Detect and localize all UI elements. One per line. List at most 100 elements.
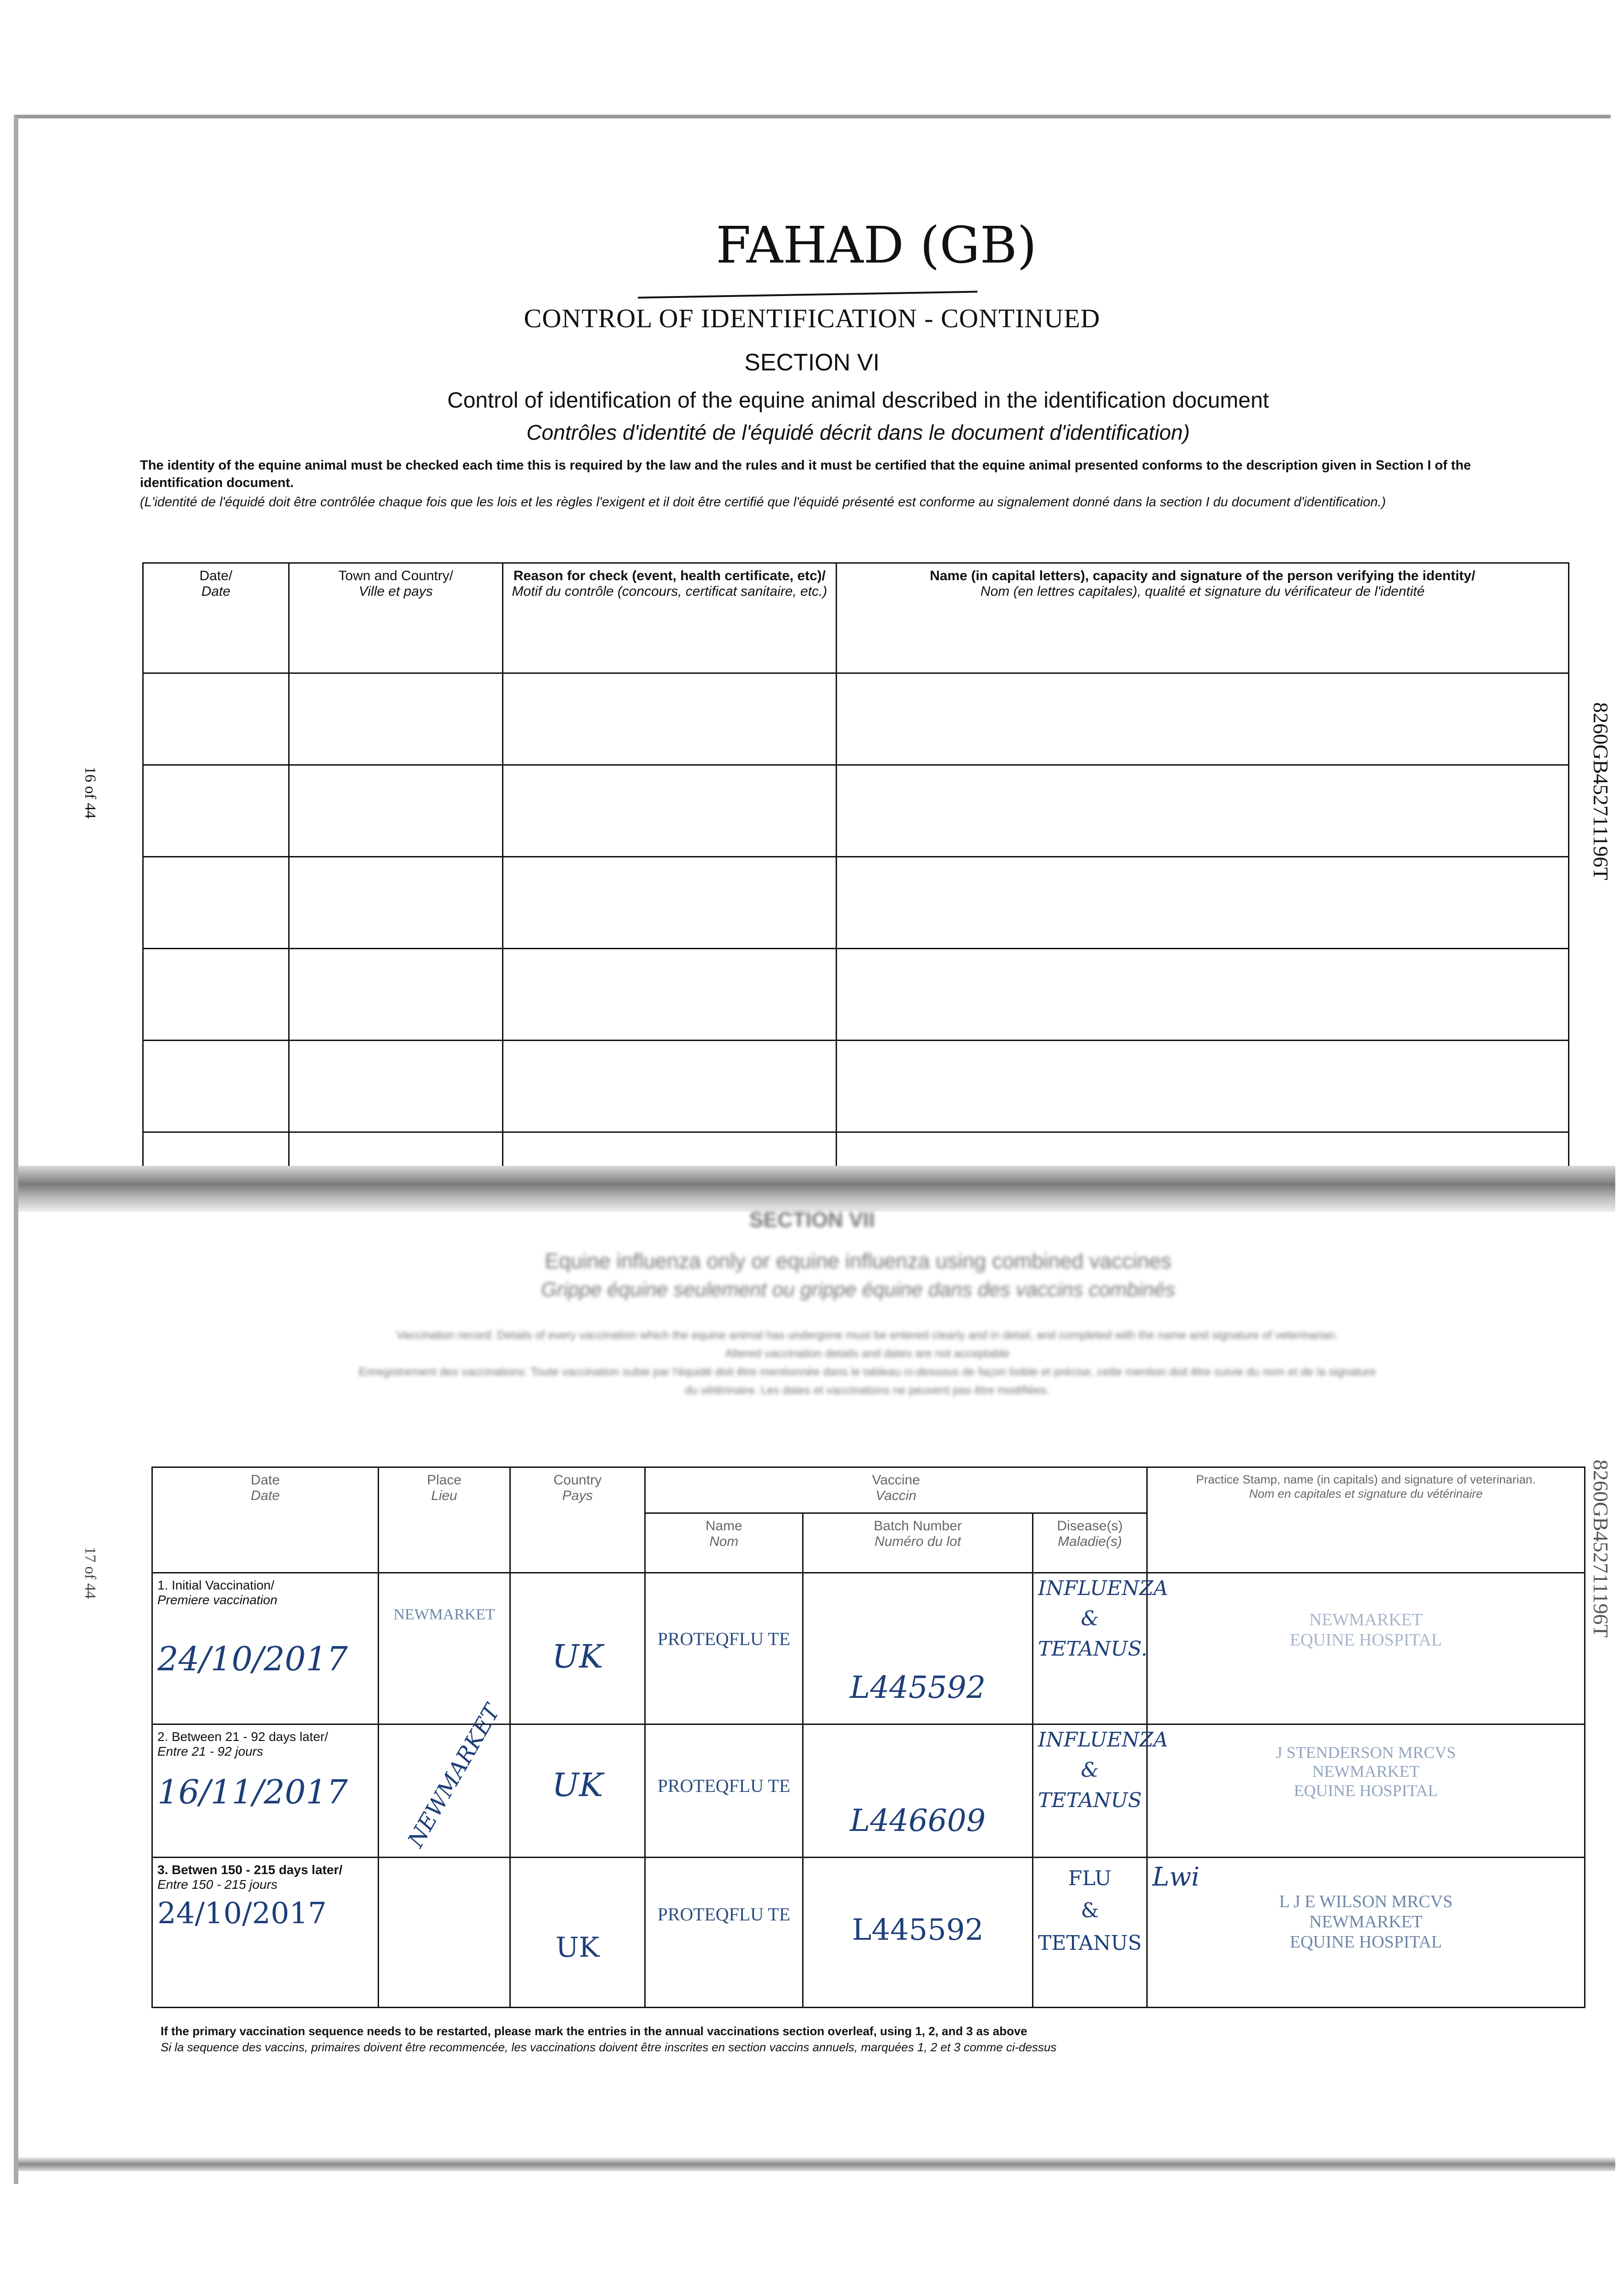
stamp-line: J STENDERSON MRCVS [1276, 1743, 1456, 1762]
section-title: SECTION VI [744, 349, 880, 376]
cell[interactable] [142, 1040, 290, 1133]
row-cell-disease[interactable]: FLU & TETANUS [1032, 1857, 1148, 2008]
cell[interactable] [836, 948, 1569, 1041]
col-country: Country Pays [509, 1467, 646, 1573]
col-reason-fr: Motif du contrôle (concours, certificat … [512, 584, 827, 599]
cell[interactable] [836, 672, 1569, 766]
handwritten-country: UK [555, 1931, 600, 1964]
row-label-en: 2. Between 21 - 92 days later/ [157, 1730, 328, 1744]
section-vii-title: SECTION VII [749, 1208, 875, 1231]
vaccination-row-2: 2. Between 21 - 92 days later/Entre 21 -… [151, 1700, 1585, 1858]
col-verifier-en: Name (in capital letters), capacity and … [930, 568, 1475, 583]
row-cell-stamp[interactable]: NEWMARKET EQUINE HOSPITAL [1146, 1572, 1585, 1725]
row-cell-batch[interactable]: L446609 [802, 1724, 1033, 1858]
section-vii-heading-fr: Grippe équine seulement ou grippe équine… [541, 1278, 1175, 1301]
cell[interactable] [142, 948, 290, 1041]
stamp-line: EQUINE HOSPITAL [1289, 1630, 1442, 1650]
cell[interactable] [288, 764, 503, 857]
row-cell-country[interactable]: UK [509, 1724, 646, 1858]
vaccination-intro-fr-2: du vétérinaire. Les dates et vaccination… [685, 1384, 1050, 1397]
disease-line: & [1081, 1758, 1099, 1782]
col-disease-fr: Maladie(s) [1057, 1534, 1122, 1549]
cell[interactable] [288, 672, 503, 766]
row-cell-stamp[interactable]: Lwi L J E WILSON MRCVS NEWMARKET EQUINE HOS… [1146, 1857, 1585, 2008]
page-number-bottom: 17 of 44 [82, 1547, 99, 1599]
cell[interactable] [502, 856, 837, 949]
col-town: Town and Country/Ville et pays [288, 562, 503, 674]
row-cell-disease[interactable]: INFLUENZA & TETANUS [1032, 1724, 1168, 1858]
row-cell-vaccine[interactable]: PROTEQFLU TE [644, 1857, 804, 2008]
col-country-en: Country [553, 1472, 602, 1488]
cell[interactable] [836, 856, 1569, 949]
handwritten-place: NEWMARKET [402, 1700, 505, 1852]
cell[interactable] [836, 764, 1569, 857]
vet-signature: Lwi [1152, 1862, 1200, 1892]
document-id-top: 8260GB452711196T [1589, 702, 1613, 880]
handwritten-country: UK [552, 1766, 603, 1804]
handwritten-horse-name: FAHAD (GB) [716, 216, 1037, 274]
page-number-top: 16 of 44 [82, 767, 99, 819]
cell[interactable] [836, 1040, 1569, 1133]
col-date: Date/Date [142, 562, 290, 674]
row-cell-vaccine[interactable]: PROTEQFLU TE [644, 1572, 804, 1725]
col-date: Date Date [151, 1467, 379, 1573]
row-label-fr: Entre 150 - 215 jours [157, 1877, 278, 1892]
disease-line: INFLUENZA [1038, 1728, 1168, 1752]
col-stamp-en: Practice Stamp, name (in capitals) and s… [1196, 1472, 1536, 1486]
cell[interactable] [502, 764, 837, 857]
header-row: Date/Date Town and Country/Ville et pays… [142, 562, 1569, 674]
table-row [142, 672, 1569, 766]
row-cell-disease[interactable]: INFLUENZA & TETANUS. [1032, 1572, 1168, 1725]
disease-line: INFLUENZA [1038, 1577, 1168, 1600]
identification-check-table: Date/Date Town and Country/Ville et pays… [142, 562, 1569, 1177]
disease-line: TETANUS [1038, 1931, 1142, 1955]
row-cell-vaccine[interactable]: PROTEQFLU TE [644, 1724, 804, 1858]
col-verifier: Name (in capital letters), capacity and … [836, 562, 1569, 674]
row-cell-date[interactable]: 2. Between 21 - 92 days later/Entre 21 -… [151, 1724, 379, 1858]
handwritten-date: 24/10/2017 [157, 1640, 348, 1678]
vaccine-name-stamp: PROTEQFLU TE [657, 1629, 791, 1649]
col-town-fr: Ville et pays [358, 584, 433, 599]
col-place-en: Place [427, 1472, 462, 1488]
scan-edge [14, 115, 1611, 2184]
row-cell-country[interactable]: UK [509, 1572, 646, 1725]
cell[interactable] [142, 764, 290, 857]
handwritten-batch: L445592 [850, 1670, 986, 1705]
vaccination-intro-fr: Enregistrement des vaccinations: Toute v… [358, 1366, 1376, 1378]
cell[interactable] [142, 672, 290, 766]
cell[interactable] [142, 856, 290, 949]
col-country-fr: Pays [562, 1488, 593, 1503]
cell[interactable] [288, 1040, 503, 1133]
row-cell-place[interactable]: NEWMARKET [378, 1700, 511, 1858]
handwritten-batch: L446609 [850, 1803, 986, 1838]
row-cell-date[interactable]: 1. Initial Vaccination/Premiere vaccinat… [151, 1572, 379, 1725]
col-name-fr: Nom [709, 1534, 739, 1549]
col-disease: Disease(s) Maladie(s) [1032, 1512, 1148, 1573]
col-reason-en: Reason for check (event, health certific… [513, 568, 826, 583]
cell[interactable] [502, 672, 837, 766]
stamp-line: NEWMARKET [1309, 1912, 1423, 1932]
row-label-fr: Premiere vaccination [157, 1593, 278, 1607]
col-place-fr: Lieu [431, 1488, 458, 1503]
col-stamp-fr: Nom en capitales et signature du vétérin… [1249, 1487, 1483, 1500]
table-row [142, 948, 1569, 1041]
row-cell-batch[interactable]: L445592 [802, 1857, 1033, 2008]
cell[interactable] [502, 1040, 837, 1133]
row-cell-stamp[interactable]: J STENDERSON MRCVS NEWMARKET EQUINE HOSPIT… [1146, 1724, 1585, 1858]
vaccine-name-stamp: PROTEQFLU TE [657, 1904, 791, 1925]
disease-line: TETANUS [1038, 1789, 1142, 1812]
row-cell-place[interactable]: NEWMARKET [378, 1572, 511, 1725]
col-vaccine: Vaccine Vaccin [644, 1467, 1148, 1514]
stamp-line: NEWMARKET [1309, 1610, 1423, 1629]
cell[interactable] [502, 948, 837, 1041]
footnote-en: If the primary vaccination sequence need… [161, 2024, 1027, 2038]
cell[interactable] [288, 948, 503, 1041]
disease-line: & [1081, 1899, 1099, 1923]
row-cell-batch[interactable]: L445592 [802, 1572, 1033, 1725]
row-cell-country[interactable]: UK [509, 1857, 646, 2008]
row-cell-date[interactable]: 3. Betwen 150 - 215 days later/Entre 150… [151, 1857, 379, 2008]
row-cell-place[interactable] [378, 1857, 511, 2008]
col-town-en: Town and Country/ [338, 568, 453, 583]
cell[interactable] [288, 856, 503, 949]
footnote-fr: Si la sequence des vaccins, primaires do… [161, 2040, 1057, 2054]
